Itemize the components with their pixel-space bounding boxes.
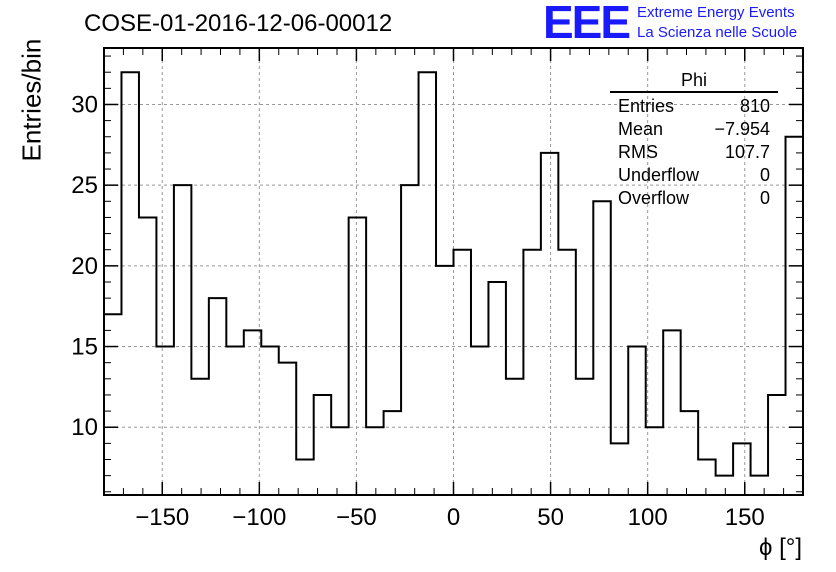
histogram-bin: [751, 476, 768, 495]
histogram-bin: [558, 250, 575, 495]
histogram-bin: [471, 347, 488, 495]
histogram-bin: [488, 282, 505, 495]
stats-row-entries: Entries 810: [610, 95, 778, 118]
histogram-bin: [191, 379, 208, 495]
histogram-bin: [279, 363, 296, 495]
x-tick-label: 0: [447, 504, 460, 531]
histogram-bin: [786, 137, 803, 495]
stats-value: 0: [759, 165, 770, 185]
stats-label: Underflow: [618, 165, 700, 185]
histogram-bin: [296, 459, 313, 495]
histogram-bin: [523, 250, 540, 495]
histogram-bin: [716, 476, 733, 495]
histogram-bin: [576, 379, 593, 495]
histogram-bin: [663, 330, 680, 495]
histogram-bin: [349, 217, 366, 495]
histogram-bin: [314, 395, 331, 495]
histogram-bin: [611, 443, 628, 495]
x-axis-label: ϕ [°]: [758, 534, 802, 561]
histogram-bin: [156, 347, 173, 495]
stats-value: 0: [759, 188, 770, 208]
y-tick-label: 20: [71, 253, 98, 280]
histogram-bin: [244, 330, 261, 495]
histogram-bin: [681, 411, 698, 495]
histogram-bin: [139, 217, 156, 495]
histogram-bin: [593, 201, 610, 495]
histogram-bin: [506, 379, 523, 495]
histogram-bin: [541, 153, 558, 495]
histogram-outline: [104, 71, 803, 477]
x-tick-label: −150: [135, 504, 189, 531]
stats-label: RMS: [618, 142, 658, 162]
y-tick-label: 30: [71, 91, 98, 118]
logo-line-extreme-energy-events: Extreme Energy Events: [637, 4, 795, 21]
histogram-bin: [454, 250, 471, 495]
y-axis-label: Entries/bin: [16, 38, 47, 162]
histogram-bin: [698, 459, 715, 495]
stats-box: Phi Entries 810 Mean −7.954 RMS 107.7 Un…: [610, 70, 778, 210]
histogram-bin: [419, 72, 436, 495]
x-tick-label: −50: [336, 504, 377, 531]
histogram-bin: [436, 266, 453, 495]
eee-logo-mark: EEE: [543, 0, 631, 48]
y-tick-label: 15: [71, 334, 98, 361]
histogram-bin: [261, 347, 278, 495]
histogram-bin: [733, 443, 750, 495]
histogram-bin: [104, 314, 121, 495]
histogram-bin: [401, 185, 418, 495]
histogram-bin: [628, 347, 645, 495]
stats-row-underflow: Underflow 0: [610, 164, 778, 187]
histogram-bin: [121, 72, 138, 495]
stats-label: Overflow: [618, 188, 690, 208]
x-tick-label: 50: [537, 504, 564, 531]
stats-row-rms: RMS 107.7: [610, 141, 778, 164]
histogram-bin: [768, 395, 785, 495]
histogram-bin: [209, 298, 226, 495]
histogram-bin: [384, 411, 401, 495]
histogram-bin: [331, 427, 348, 495]
histogram-bin: [366, 427, 383, 495]
x-tick-label: 150: [725, 504, 765, 531]
stats-value: 107.7: [724, 142, 770, 162]
logo-line-la-scienza: La Scienza nelle Scuole: [637, 24, 798, 41]
stats-row-overflow: Overflow 0: [610, 187, 778, 210]
stats-title: Phi: [610, 70, 778, 93]
stats-value: −7.954: [714, 119, 770, 139]
x-tick-label: 100: [628, 504, 668, 531]
stats-label: Mean: [618, 119, 664, 139]
stats-row-mean: Mean −7.954: [610, 118, 778, 141]
y-tick-label: 10: [71, 414, 98, 441]
run-title: COSE-01-2016-12-06-00012: [84, 10, 393, 37]
histogram-bin: [174, 185, 191, 495]
y-tick-label: 25: [71, 172, 98, 199]
stats-value: 810: [739, 96, 770, 116]
stats-label: Entries: [618, 96, 675, 116]
histogram-bin: [226, 347, 243, 495]
x-tick-label: −100: [232, 504, 286, 531]
